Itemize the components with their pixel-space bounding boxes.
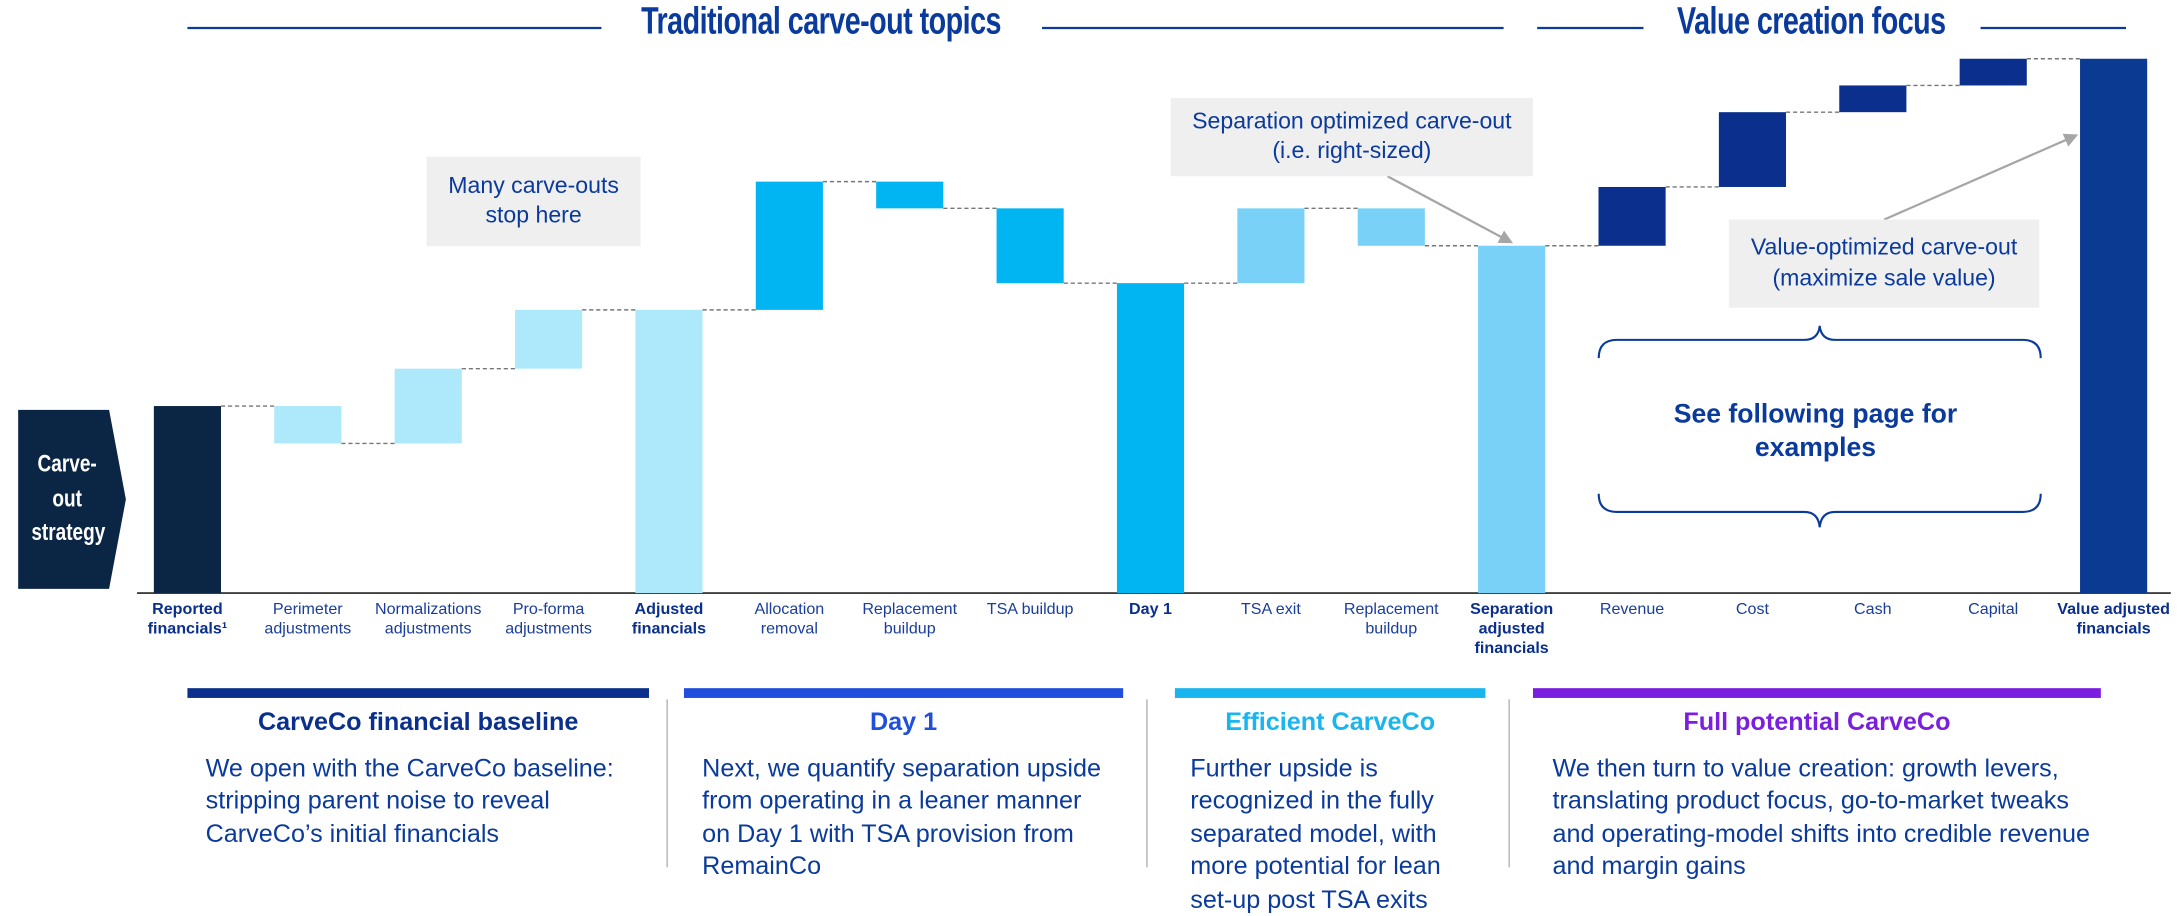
bar [274,406,342,444]
section-body: Next, we quantify separation upside from… [702,753,1102,881]
section-title: Day 1 [869,707,938,736]
strategy-chevron [18,409,126,589]
bar [1237,208,1305,284]
x-tick-label: Day 1 [1129,601,1172,619]
x-tick-label: Revenue [1599,601,1665,619]
braces [1597,325,2042,528]
section-bar [1532,688,2101,698]
strategy-label: Carve-out strategy [31,450,106,546]
bar [153,406,221,594]
x-tick-label: Capital [1968,601,2019,619]
bar [1357,208,1425,246]
x-tick-label: TSA exit [1240,601,1301,619]
bar [1116,283,1185,594]
bar [1959,58,2027,86]
bar [1839,85,1907,113]
arrow [1883,133,2079,221]
x-tick-label: Allocation removal [754,601,825,638]
x-tick-label: Pro-forma adjustments [505,601,592,638]
header-title: Value creation focus [1677,0,1946,42]
arrow [1386,175,1514,244]
section-title: Efficient CarveCo [1225,707,1436,736]
x-tick-label: Reported financials¹ [147,601,228,638]
x-tick-label: Replacement buildup [1343,601,1439,638]
section-body: We open with the CarveCo baseline: strip… [205,753,614,848]
x-tick-label: Normalizations adjustments [374,601,482,638]
section-title: CarveCo financial baseline [257,707,579,736]
bar [1598,186,1666,246]
section-body: We then turn to value creation: growth l… [1552,753,2090,881]
header-title: Traditional carve-out topics [641,0,1001,42]
bar [394,368,462,444]
bar [1478,245,1546,594]
section-body: Further upside is recognized in the full… [1190,753,1441,913]
x-tick-label: Value adjusted financials [2057,601,2170,638]
bar [1718,112,1787,187]
note: See following page for examples [1673,400,1958,463]
section-bar [187,688,649,698]
x-tick-label: Perimeter adjustments [264,601,352,638]
x-tick-label: Cash [1854,601,1892,619]
x-tick-label: Separation adjusted financials [1470,601,1554,657]
x-tick-label: TSA buildup [986,601,1074,619]
section-bar [683,688,1124,698]
bar [2080,58,2148,594]
callout: Many carve-outs stop here [426,156,641,247]
bar [755,181,823,310]
x-tick-label: Adjusted financials [631,601,707,638]
bar [876,181,944,209]
bar [515,309,583,369]
x-tick-label: Cost [1735,601,1769,619]
section-title: Full potential CarveCo [1683,707,1951,736]
callout: Separation optimized carve-out (i.e. rig… [1170,97,1533,177]
bar [635,309,703,594]
section-bar [1174,688,1486,698]
callout: Value-optimized carve-out (maximize sale… [1728,219,2040,308]
section-dividers [666,699,1511,868]
strategy: Carve-out strategy [18,410,116,589]
x-tick-label: Replacement buildup [862,601,958,638]
bar [996,208,1064,284]
